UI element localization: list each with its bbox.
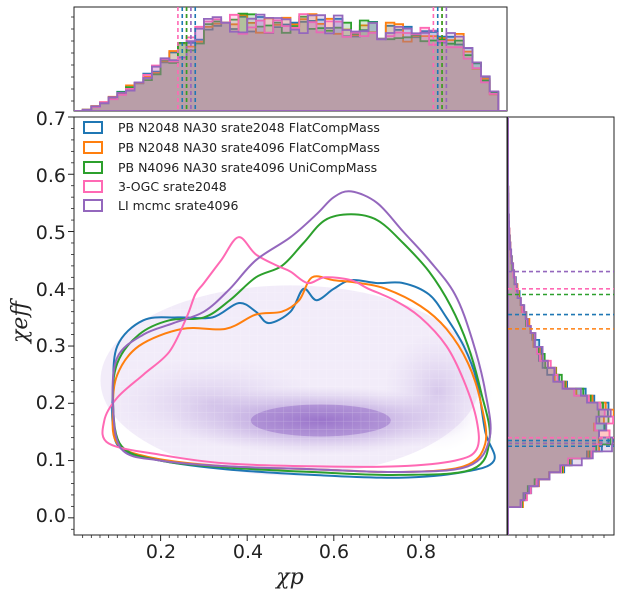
- x-tick-label: 0.4: [233, 541, 263, 563]
- chi-eff-marginal-histogram: [508, 117, 614, 535]
- legend-label-series-4: 3-OGC srate2048: [118, 179, 227, 194]
- x-axis-label: χp: [274, 565, 303, 590]
- y-tick-label: 0.5: [36, 222, 66, 244]
- y-axis-label: χeff: [8, 298, 33, 345]
- legend-label-series-2: PB N2048 NA30 srate4096 FlatCompMass: [118, 140, 380, 155]
- contour-series-4: [101, 236, 480, 468]
- y-tick-label: 0.6: [36, 165, 66, 187]
- legend-label-series-3: PB N4096 NA30 srate4096 UniCompMass: [118, 160, 377, 175]
- legend-swatch-series-4: [83, 180, 103, 193]
- legend-label-series-5: LI mcmc srate4096: [118, 198, 238, 213]
- y-tick-labels: 0.0 0.1 0.2 0.3 0.4 0.5 0.6 0.7: [36, 108, 66, 527]
- right-histogram-series-5: [508, 117, 614, 535]
- y-tick-label: 0.3: [36, 335, 66, 357]
- x-tick-labels: 0.2 0.4 0.6 0.8: [146, 541, 436, 563]
- contour-lines: [101, 190, 496, 479]
- y-tick-label: 0.1: [36, 449, 66, 471]
- y-tick-label: 0.4: [36, 279, 66, 301]
- y-tick-label: 0.2: [36, 392, 66, 414]
- x-tick-label: 0.8: [406, 541, 436, 563]
- legend-swatch-series-5: [83, 199, 103, 212]
- chi-p-marginal-histogram: [74, 7, 507, 111]
- legend-swatch-series-2: [83, 141, 103, 154]
- legend-label-series-1: PB N2048 NA30 srate2048 FlatCompMass: [118, 120, 380, 135]
- axis-ticks: [68, 16, 605, 541]
- contour-series-1: [111, 279, 496, 479]
- contour-series-5: [111, 190, 492, 474]
- legend-swatch-series-3: [83, 161, 103, 174]
- legend: PB N2048 NA30 srate2048 FlatCompMass PB …: [83, 120, 380, 213]
- x-tick-label: 0.6: [319, 541, 349, 563]
- contour-series-3: [111, 213, 491, 476]
- x-tick-label: 0.2: [146, 541, 176, 563]
- y-tick-label: 0.7: [36, 108, 66, 130]
- legend-swatch-series-1: [83, 121, 103, 134]
- density-map: [100, 231, 493, 476]
- y-tick-label: 0.0: [36, 505, 66, 527]
- density-grid: [117, 231, 486, 467]
